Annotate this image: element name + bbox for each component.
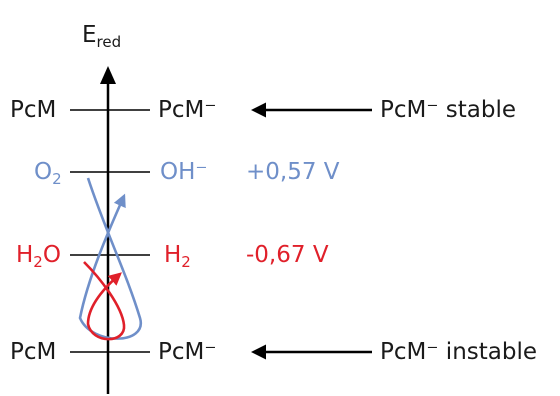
hydrogen-left-sub: 2 — [33, 253, 43, 271]
hydrogen-right-main: H — [164, 242, 182, 268]
oxygen-left-label: O2 — [34, 159, 62, 187]
bottom-right-label: PcM⁻ — [158, 339, 217, 365]
hydrogen-cycle-curve — [83, 261, 126, 341]
hydrogen-left-main: H — [16, 242, 34, 268]
oxygen-left-main: O — [34, 159, 53, 185]
hydrogen-right-label: H2 — [164, 242, 191, 270]
top-right-label: PcM⁻ — [158, 97, 217, 123]
energy-axis-arrowhead — [100, 66, 116, 84]
oxygen-cycle-curve — [78, 177, 142, 340]
oxygen-right-label: OH⁻ — [160, 159, 208, 185]
top-left-label: PcM — [10, 97, 57, 123]
hydrogen-left-tail: O — [42, 242, 61, 268]
axis-label-main: E — [82, 22, 97, 48]
hydrogen-potential: -0,67 V — [246, 242, 329, 268]
bottom-left-label: PcM — [10, 339, 57, 365]
oxygen-left-sub: 2 — [52, 170, 62, 188]
hydrogen-left-label: H2O — [16, 242, 61, 270]
instable-note: PcM⁻ instable — [380, 339, 538, 365]
axis-label-sub: red — [96, 33, 122, 51]
oxygen-potential: +0,57 V — [246, 159, 340, 185]
hydrogen-right-sub: 2 — [181, 253, 191, 271]
axis-label: Ered — [82, 22, 121, 50]
stable-note: PcM⁻ stable — [380, 97, 517, 123]
